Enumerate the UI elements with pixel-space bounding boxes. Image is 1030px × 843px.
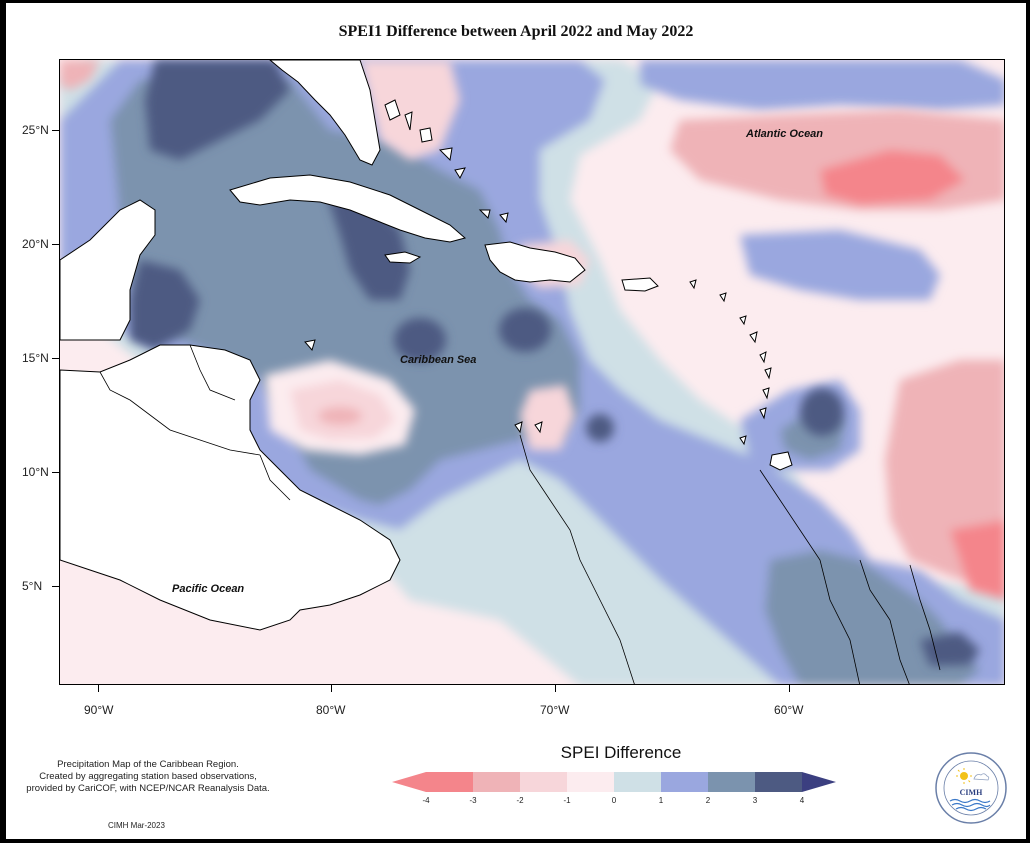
land-central-america [60, 344, 401, 631]
spei-map: Atlantic Ocean Caribbean Sea Pacific Oce… [60, 60, 1004, 684]
country-borders [99, 344, 941, 684]
lat-label-25n: 25°N [22, 123, 49, 137]
wave-icon [949, 798, 991, 804]
footer-credit: CIMH Mar-2023 [108, 821, 165, 830]
lon-label-60w: 60°W [774, 703, 804, 717]
credit-line-1: Precipitation Map of the Caribbean Regio… [57, 759, 239, 770]
lat-label-20n: 20°N [22, 237, 49, 251]
label-atlantic-ocean: Atlantic Ocean [745, 128, 823, 140]
legend-tick-label: 3 [753, 796, 758, 805]
label-caribbean-sea: Caribbean Sea [400, 354, 476, 366]
small-islands [384, 99, 772, 446]
lat-tick [52, 244, 59, 245]
field-core-windward [800, 388, 844, 436]
sun-icon [960, 772, 968, 780]
lon-tick [555, 685, 556, 692]
lat-tick [52, 358, 59, 359]
field-florida-pink [360, 60, 460, 160]
lon-tick [331, 685, 332, 692]
lon-label-90w: 90°W [84, 703, 114, 717]
legend-tick-label: -1 [563, 796, 571, 805]
cloud-icon [973, 773, 990, 781]
label-pacific-ocean: Pacific Ocean [172, 583, 244, 595]
legend-tick-label: -2 [516, 796, 524, 805]
legend-arrow-low [392, 772, 426, 792]
land-jamaica [384, 251, 422, 264]
legend-arrow-high [802, 772, 836, 792]
legend-tick-label: -4 [422, 796, 430, 805]
landmasses [60, 60, 793, 631]
figure-title: SPEI1 Difference between April 2022 and … [338, 23, 694, 40]
field-core-north [145, 60, 290, 160]
lon-label-70w: 70°W [540, 703, 570, 717]
field-core-yucatan [130, 260, 200, 350]
lat-label-10n: 10°N [22, 465, 49, 479]
logo-text: CIMH [960, 788, 983, 797]
field-core-cuba [325, 190, 410, 300]
legend-title: SPEI Difference [560, 743, 682, 762]
land-florida [269, 60, 381, 166]
legend-swatch [567, 772, 614, 792]
legend-tick-label: 0 [612, 796, 617, 805]
legend-tick-label: 2 [706, 796, 711, 805]
lat-label-15n: 15°N [22, 351, 49, 365]
land-cuba [229, 174, 467, 243]
field-core-venezuela [586, 414, 614, 442]
lon-label-80w: 80°W [316, 703, 346, 717]
field-north-blue [640, 60, 1004, 110]
land-trinidad [769, 451, 793, 471]
legend-tick-label: -3 [469, 796, 477, 805]
legend-swatch [661, 772, 708, 792]
data-credit: Precipitation Map of the Caribbean Regio… [8, 759, 288, 795]
legend-tick-label: 4 [800, 796, 805, 805]
legend-swatch [614, 772, 661, 792]
field-core-guiana [920, 632, 980, 666]
credit-line-3: provided by CariCOF, with NCEP/NCAR Rean… [26, 783, 270, 794]
credit-line-2: Created by aggregating station based obs… [39, 771, 257, 782]
land-puerto-rico [621, 277, 659, 292]
lat-label-5n: 5°N [22, 579, 43, 593]
map-frame: Atlantic Ocean Caribbean Sea Pacific Oce… [59, 59, 1005, 685]
legend-swatch [520, 772, 567, 792]
cimh-logo: CIMH [935, 752, 1007, 824]
lat-tick [52, 130, 59, 131]
legend-tick-label: 1 [659, 796, 664, 805]
field-atlantic-blue [740, 230, 940, 300]
field-nw-pink [60, 60, 100, 90]
field-core-central [499, 308, 551, 352]
lat-tick [52, 586, 59, 587]
land-hispaniola [484, 241, 586, 283]
field-honduras-core [318, 407, 362, 425]
field-core-jamaica [394, 318, 446, 362]
lon-tick [789, 685, 790, 692]
field-colombia-pink [520, 385, 575, 450]
legend-swatch [708, 772, 755, 792]
map-figure: SPEI1 Difference between April 2022 and … [6, 3, 1026, 839]
lat-tick [52, 472, 59, 473]
field-atlantic-red [820, 150, 965, 205]
legend-swatch [755, 772, 802, 792]
field-east-red [950, 520, 1004, 600]
land-yucatan-island [304, 339, 316, 352]
legend-swatch [473, 772, 520, 792]
land-mexico [60, 199, 156, 341]
legend-swatch [426, 772, 473, 792]
legend-colorbar: -4 -3 -2 -1 0 1 2 3 4 [392, 772, 836, 805]
field-caribbean-slate [110, 80, 580, 505]
lon-tick [98, 685, 99, 692]
